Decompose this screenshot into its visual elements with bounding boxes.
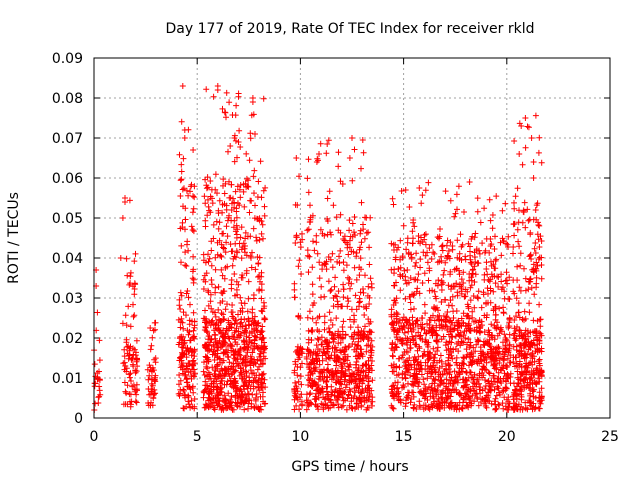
y-axis-label: ROTI / TECUs bbox=[6, 192, 22, 284]
y-tick-label: 0.06 bbox=[52, 171, 83, 187]
x-tick-label: 15 bbox=[395, 429, 413, 445]
plot-frame bbox=[93, 57, 611, 419]
axis-ticks: 0 5 10 15 20 25 0 0.01 0.02 0.03 0.04 0.05 0.06 0.07 0… bbox=[52, 51, 619, 445]
y-tick-label: 0.08 bbox=[52, 91, 83, 107]
y-tick-label: 0.03 bbox=[52, 291, 83, 307]
y-tick-label: 0.04 bbox=[52, 251, 83, 267]
roti-data-markers bbox=[91, 83, 545, 413]
y-tick-label: 0.07 bbox=[52, 131, 83, 147]
x-tick-label: 25 bbox=[601, 429, 619, 445]
data-points bbox=[91, 83, 545, 413]
x-axis-label: GPS time / hours bbox=[291, 459, 408, 475]
x-tick-label: 20 bbox=[498, 429, 516, 445]
y-tick-label: 0.09 bbox=[52, 51, 83, 67]
chart-title: Day 177 of 2019, Rate Of TEC Index for r… bbox=[165, 21, 534, 37]
y-tick-label: 0 bbox=[74, 411, 83, 427]
x-tick-label: 10 bbox=[291, 429, 309, 445]
y-tick-label: 0.02 bbox=[52, 331, 83, 347]
x-tick-label: 0 bbox=[90, 429, 99, 445]
x-tick-label: 5 bbox=[193, 429, 202, 445]
y-tick-label: 0.01 bbox=[52, 371, 83, 387]
y-tick-label: 0.05 bbox=[52, 211, 83, 227]
